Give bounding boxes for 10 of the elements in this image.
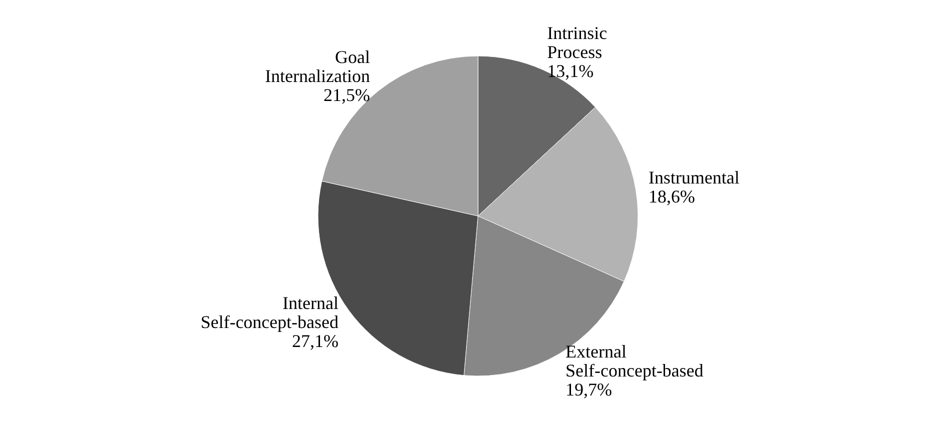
slice-label: Goal Internalization [265,47,370,86]
slice-label: Instrumental [648,167,740,188]
slice-label: Internal Self-concept-based [200,292,339,332]
slice-label: External Self-concept-based [565,342,704,381]
slice-label: Intrinsic Process [547,22,608,62]
data-label: 13,1% [547,60,594,81]
data-label: 19,7% [565,380,612,400]
data-label: 27,1% [292,330,339,351]
data-label: 18,6% [648,186,695,206]
data-label: 21,5% [323,85,370,106]
